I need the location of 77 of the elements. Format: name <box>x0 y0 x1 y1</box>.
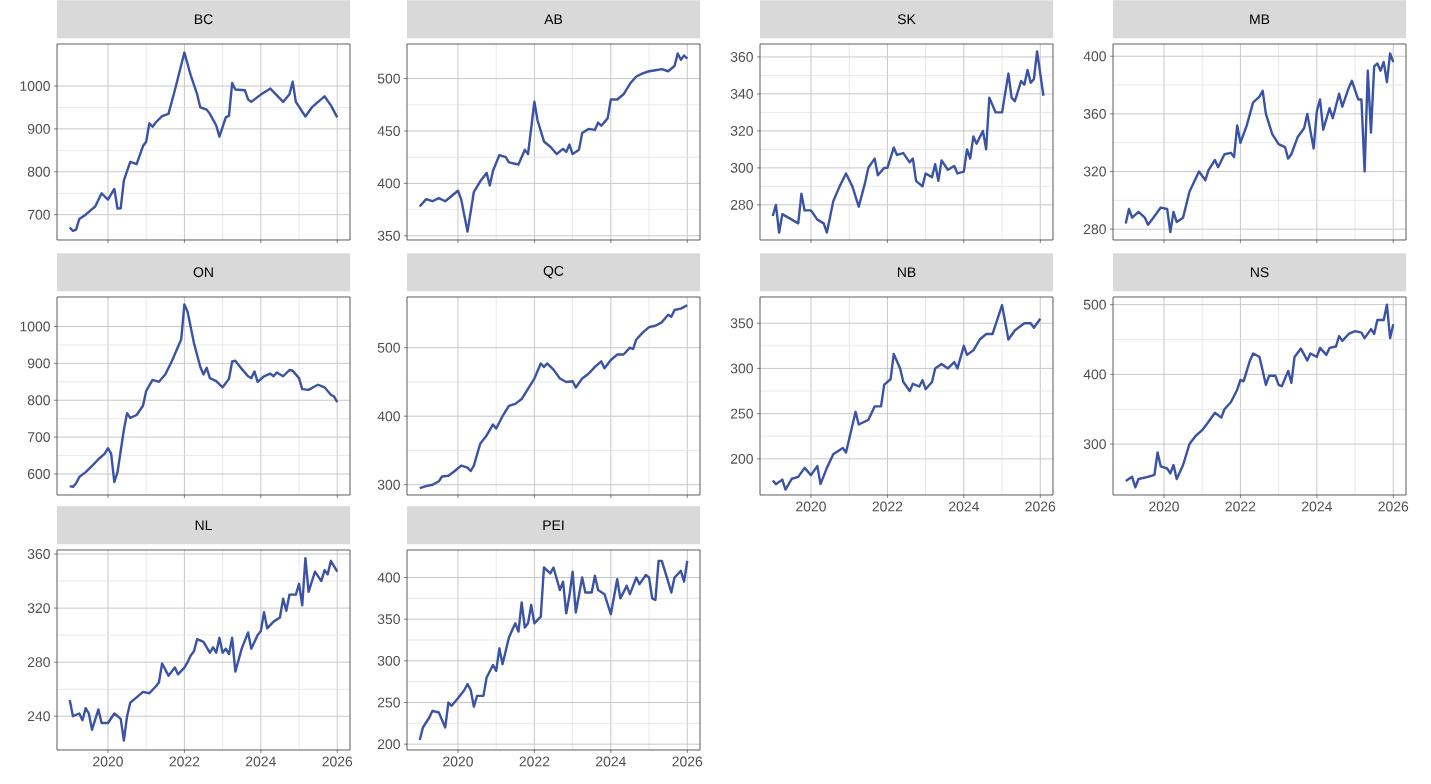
x-tick-label: 2020 <box>796 501 826 512</box>
x-tick-label: 2026 <box>1378 501 1409 512</box>
line-series <box>771 303 1042 491</box>
y-tick-label: 900 <box>27 123 50 134</box>
line-series <box>418 559 689 742</box>
y-tick-label: 200 <box>730 453 753 464</box>
y-tick-label: 1000 <box>20 321 50 332</box>
line-series <box>68 51 339 233</box>
y-tick-label: 400 <box>377 411 400 422</box>
y-tick-label: 400 <box>377 572 400 583</box>
chart-title: NL <box>195 520 212 531</box>
y-tick-label: 500 <box>377 73 400 84</box>
y-tick-label: 250 <box>730 408 753 419</box>
y-tick-label: 200 <box>377 739 400 750</box>
y-tick-label: 1000 <box>20 81 50 91</box>
y-tick-label: 500 <box>377 342 400 353</box>
y-tick-label: 240 <box>27 711 50 722</box>
y-tick-label: 800 <box>27 395 50 406</box>
chart-title: NB <box>897 267 916 278</box>
line-series <box>68 303 339 489</box>
y-tick-label: 700 <box>27 432 50 443</box>
y-tick-label: 900 <box>27 358 50 369</box>
y-tick-label: 320 <box>1083 166 1106 177</box>
x-tick-label: 2026 <box>672 756 703 767</box>
y-tick-label: 300 <box>377 479 400 490</box>
y-tick-label: 280 <box>27 657 50 668</box>
y-tick-label: 300 <box>730 363 753 374</box>
y-tick-label: 600 <box>27 469 50 479</box>
chart-title: MB <box>1250 14 1270 25</box>
x-tick-label: 2026 <box>322 756 353 767</box>
line-series <box>418 304 689 490</box>
x-tick-label: 2024 <box>1302 501 1332 512</box>
y-tick-label: 300 <box>730 162 753 173</box>
x-tick-label: 2026 <box>1025 501 1056 512</box>
chart-title: NS <box>1250 267 1269 278</box>
x-tick-label: 2024 <box>596 756 626 767</box>
y-tick-label: 360 <box>730 51 753 62</box>
x-tick-label: 2024 <box>949 501 979 512</box>
y-tick-label: 450 <box>377 126 400 136</box>
y-tick-label: 700 <box>27 209 50 220</box>
y-tick-label: 360 <box>27 549 50 559</box>
y-tick-label: 250 <box>377 697 400 708</box>
y-tick-label: 280 <box>730 199 753 210</box>
y-tick-label: 300 <box>377 655 400 666</box>
y-tick-label: 400 <box>1083 369 1106 380</box>
y-tick-label: 400 <box>377 178 400 189</box>
x-tick-label: 2024 <box>246 756 276 767</box>
x-tick-label: 2020 <box>93 756 123 767</box>
x-tick-label: 2020 <box>1149 501 1179 512</box>
chart-title: SK <box>897 14 916 25</box>
y-tick-label: 350 <box>377 614 400 625</box>
y-tick-label: 350 <box>730 318 753 329</box>
chart-title: AB <box>544 14 563 25</box>
y-tick-label: 350 <box>377 230 400 241</box>
y-tick-label: 340 <box>730 88 753 99</box>
chart-title: ON <box>193 267 213 278</box>
chart-title: PEI <box>543 520 564 531</box>
x-tick-label: 2022 <box>872 501 903 512</box>
y-tick-label: 280 <box>1083 224 1106 235</box>
y-tick-label: 800 <box>27 166 50 177</box>
y-tick-label: 360 <box>1083 108 1106 119</box>
x-tick-label: 2020 <box>443 756 473 767</box>
x-tick-label: 2022 <box>519 756 550 767</box>
x-tick-label: 2022 <box>169 756 200 767</box>
line-series <box>771 50 1045 234</box>
y-tick-label: 320 <box>730 125 753 136</box>
chart-title: QC <box>543 266 564 279</box>
y-tick-label: 300 <box>1083 439 1106 450</box>
line-series <box>418 52 689 233</box>
y-tick-label: 320 <box>27 603 50 614</box>
y-tick-label: 500 <box>1083 299 1106 310</box>
line-series <box>68 556 339 742</box>
line-series <box>1124 303 1395 489</box>
chart-title: BC <box>194 14 213 25</box>
line-series <box>1124 52 1395 234</box>
y-tick-label: 400 <box>1083 51 1106 62</box>
x-tick-label: 2022 <box>1225 501 1256 512</box>
